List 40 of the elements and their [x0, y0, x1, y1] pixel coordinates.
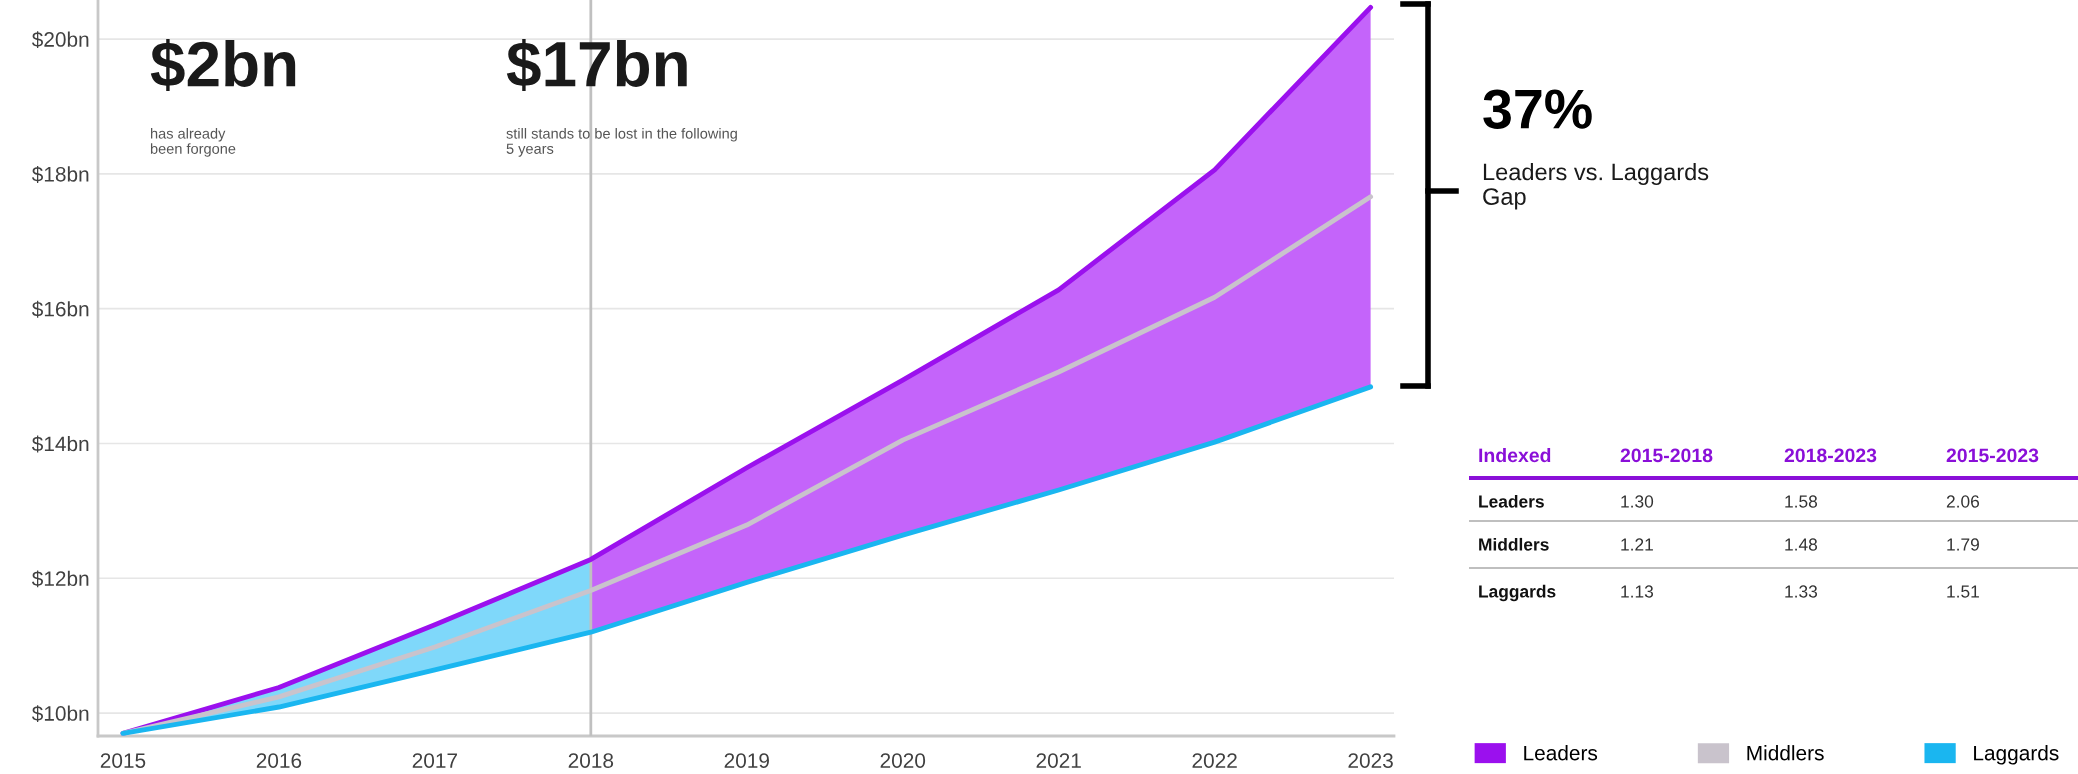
text: 1.13	[1621, 585, 1654, 598]
y-tick-label: $14bn	[31, 435, 89, 453]
x-tick-label: 2018	[568, 753, 614, 768]
x-tick-label: 2020	[880, 753, 926, 768]
x-tick-label: 2021	[1036, 753, 1081, 768]
text: Leaders	[1479, 494, 1544, 508]
text: 1.30	[1621, 495, 1654, 508]
y-tick-label: $12bn	[31, 570, 89, 588]
annotation: still stands to be lost in the following 5 years	[506, 128, 737, 157]
x-tick-label: 2022	[1192, 753, 1237, 768]
text: 1.48	[1785, 538, 1818, 551]
text: 1.79	[1947, 538, 1979, 551]
text: 2.06	[1946, 495, 1980, 508]
y-tick-label: $16bn	[31, 300, 89, 318]
text: 1.21	[1621, 538, 1653, 551]
legend-label: Laggards	[1974, 745, 2059, 765]
text: Indexed	[1479, 447, 1551, 463]
y-tick-label: $18bn	[31, 166, 89, 183]
y-tick-label: $20bn	[31, 31, 89, 49]
x-tick-label: 2017	[412, 753, 457, 768]
text: Middlers	[1479, 537, 1549, 551]
x-tick-label: 2016	[256, 753, 302, 768]
legend-label: Leaders	[1524, 745, 1598, 761]
annotation: $17bn	[506, 38, 687, 92]
text: 1.58	[1785, 495, 1818, 508]
y-tick-label: $10bn	[31, 705, 89, 723]
text: Leaders vs. Laggards Gap	[1483, 163, 1709, 210]
annotation: has already been forgone	[150, 128, 236, 157]
text: 1.33	[1785, 585, 1818, 598]
text: 2015-2018	[1620, 448, 1713, 463]
legend-label: Middlers	[1747, 745, 1824, 761]
annotation: $2bn	[150, 38, 296, 92]
text: 2018-2023	[1784, 448, 1877, 463]
x-tick-label: 2023	[1348, 753, 1393, 768]
text: 2015-2023	[1946, 448, 2039, 463]
x-tick-label: 2015	[100, 753, 146, 768]
text: Laggards	[1479, 584, 1556, 602]
x-tick-label: 2019	[724, 753, 769, 768]
text: 37%	[1483, 89, 1592, 129]
text: 1.51	[1947, 585, 1979, 598]
